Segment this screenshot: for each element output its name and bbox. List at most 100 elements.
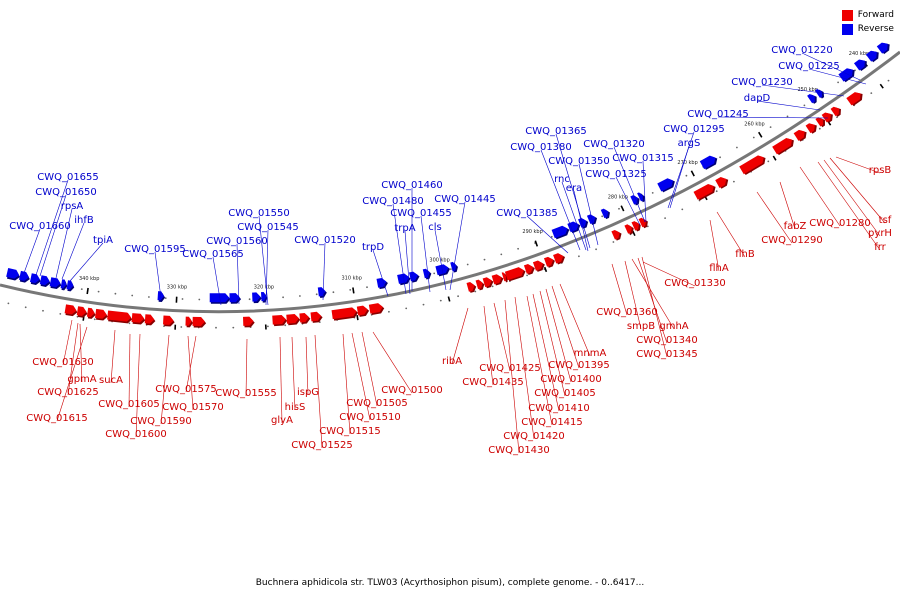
gene-arrow-body	[586, 214, 596, 225]
forward-label-leader	[799, 166, 841, 227]
forward-gene-label: CWQ_01435	[462, 377, 524, 388]
minor-tick-dot-outer	[618, 207, 620, 210]
gene-arrow-body	[501, 272, 506, 282]
minor-tick-dot-outer	[786, 115, 789, 118]
reverse-gene-arrow	[450, 261, 458, 273]
genome-backbone-arc	[0, 50, 900, 314]
reverse-gene-label: ihfB	[74, 215, 94, 226]
minor-tick-dot-outer	[719, 156, 721, 159]
gene-arrow-body	[435, 264, 449, 276]
forward-gene-label: CWQ_01330	[664, 278, 726, 289]
minor-tick-dot-inner	[578, 255, 580, 258]
minor-tick-dot-outer	[550, 235, 553, 238]
forward-label-leader	[361, 331, 378, 407]
forward-gene-arrow	[76, 306, 88, 318]
gene-arrow-body	[192, 316, 205, 327]
reverse-gene-label: trpA	[394, 223, 415, 234]
tick-label: 270 kbp	[677, 160, 697, 166]
gene-arrow-body	[637, 192, 643, 202]
reverse-gene-label: CWQ_01380	[510, 142, 572, 153]
minor-tick-dot-inner	[180, 326, 183, 328]
reverse-gene-label: CWQ_01445	[434, 194, 496, 205]
reverse-gene-arrow	[586, 214, 598, 226]
tick-label: 250 kbp	[798, 87, 818, 93]
gene-arrow-body	[260, 292, 267, 302]
legend-swatch-reverse	[841, 23, 853, 35]
reverse-gene-label: CWQ_01230	[731, 77, 793, 88]
gene-layer	[6, 42, 890, 328]
gene-arrow-body	[523, 264, 534, 274]
gene-arrow-body	[830, 106, 840, 117]
minor-tick-dot-inner	[887, 79, 890, 82]
forward-label-leader	[539, 290, 566, 397]
reverse-label-leader	[23, 228, 41, 274]
forward-gene-label: CWQ_01425	[479, 363, 541, 374]
reverse-gene-label: CWQ_01650	[35, 187, 97, 198]
tick-label: 260 kbp	[744, 121, 764, 127]
reverse-gene-label: argS	[678, 138, 701, 149]
gene-arrow-body	[331, 307, 357, 320]
forward-gene-label: CWQ_01515	[319, 426, 381, 437]
reverse-label-leader	[449, 201, 466, 291]
reverse-gene-label: CWQ_01245	[687, 109, 749, 120]
minor-tick-dot-outer	[837, 81, 839, 84]
forward-label-leader	[160, 334, 170, 425]
forward-gene-arrow	[95, 308, 108, 321]
forward-gene-arrow	[310, 311, 323, 323]
forward-label-leader	[342, 333, 351, 435]
reverse-gene-arrow	[838, 68, 855, 83]
minor-tick-dot-outer	[164, 297, 167, 299]
forward-gene-label: CWQ_01430	[488, 445, 550, 456]
forward-gene-arrow	[504, 267, 526, 282]
gene-arrow-body	[310, 311, 322, 322]
forward-gene-arrow	[830, 106, 841, 117]
gene-arrow-body	[397, 273, 410, 284]
tick-label: 310 kbp	[342, 276, 362, 282]
gene-arrow-body	[699, 155, 716, 170]
forward-gene-label: CWQ_01615	[26, 413, 88, 424]
minor-tick-dot-outer	[736, 146, 738, 149]
forward-label-leader	[291, 336, 296, 411]
forward-gene-arrow	[466, 282, 477, 293]
gene-arrow-body	[243, 316, 254, 326]
reverse-gene-label: rnc	[554, 174, 570, 185]
reverse-label-leader	[561, 181, 587, 251]
gene-arrow-body	[553, 253, 564, 264]
major-tick-mark-inner	[772, 155, 777, 161]
minor-tick-dot-inner	[284, 324, 287, 327]
forward-label-leader	[611, 263, 628, 316]
forward-label-leader	[135, 333, 141, 438]
gene-arrow-body	[821, 112, 832, 123]
gene-arrow-body	[60, 279, 67, 289]
reverse-label-leader	[667, 131, 695, 209]
gene-arrow-body	[865, 50, 877, 62]
reverse-gene-arrow	[637, 192, 645, 203]
forward-gene-arrow	[192, 316, 207, 328]
reverse-gene-arrow	[853, 59, 867, 72]
tick-label: 300 kbp	[429, 258, 449, 264]
minor-tick-dot-outer	[349, 289, 352, 291]
minor-tick-dot-outer	[131, 294, 134, 297]
reverse-gene-label: CWQ_01655	[37, 172, 99, 183]
forward-gene-label: CWQ_01410	[528, 403, 590, 414]
minor-tick-dot-inner	[491, 285, 494, 288]
gene-arrow-body	[95, 308, 107, 319]
minor-tick-dot-outer	[198, 298, 201, 301]
forward-gene-arrow	[611, 229, 622, 241]
forward-label-leader	[110, 329, 116, 384]
reverse-gene-label: CWQ_01550	[228, 208, 290, 219]
forward-label-leader	[483, 305, 494, 386]
forward-label-leader	[829, 157, 886, 224]
reverse-gene-label: CWQ_01325	[585, 169, 647, 180]
gene-arrow-body	[163, 315, 174, 325]
gene-arrow-body	[543, 256, 554, 267]
reverse-label-leader	[613, 146, 646, 223]
reverse-gene-arrow	[657, 178, 675, 193]
forward-label-leader	[641, 256, 668, 358]
minor-tick-dot-outer	[366, 286, 368, 289]
forward-gene-label: CWQ_01290	[761, 235, 823, 246]
gene-arrow-body	[19, 270, 30, 281]
forward-gene-label: CWQ_01605	[98, 399, 160, 410]
gene-arrow-body	[272, 315, 286, 325]
gene-arrow-body	[814, 89, 823, 98]
